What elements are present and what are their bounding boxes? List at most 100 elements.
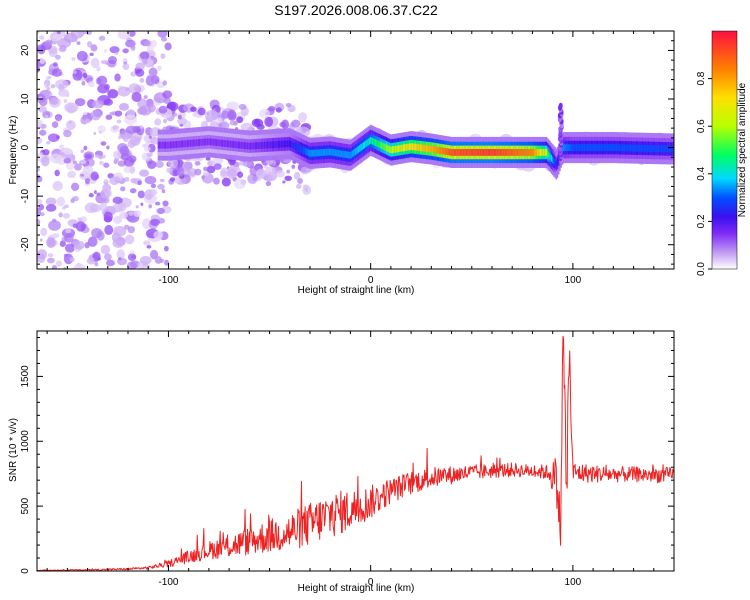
spectrogram-noise-cell — [164, 259, 170, 266]
spectrogram-noise-cell — [37, 137, 43, 145]
spectrogram-noise-cell — [255, 168, 267, 179]
spectrogram-band-cell — [215, 139, 218, 146]
spectrogram-noise-cell — [83, 145, 88, 151]
spectrogram-band-cell — [283, 140, 286, 148]
spectrogram-band-cell — [226, 140, 229, 148]
spectrogram-noise-cell — [56, 196, 66, 207]
spectrogram-noise-cell — [90, 171, 99, 181]
spectrogram-band-cell — [361, 143, 363, 151]
colorbar: 0.0 0.2 0.4 0.6 0.8 Normalized spectral ampl… — [696, 30, 748, 276]
spectrogram-band-cell — [529, 149, 531, 156]
spectrogram-noise-cell — [137, 180, 142, 186]
spectrogram-noise-cell — [133, 210, 142, 218]
spectrogram-noise-cell — [130, 250, 135, 254]
spectrogram-band-cell — [435, 146, 437, 154]
spectrogram-band-cell — [333, 149, 336, 157]
spectrogram-band-cell — [582, 144, 584, 151]
spectrogram-band-cell — [258, 142, 260, 149]
spectrogram-band-cell — [503, 149, 505, 156]
spectrogram-band-cell — [293, 142, 296, 150]
spectrogram-noise-cell — [124, 234, 135, 245]
spectrogram-noise-cell — [103, 211, 113, 223]
spectrogram-band-cell — [292, 141, 294, 149]
spectrogram-noise-cell — [172, 175, 181, 184]
spectrogram-band-cell — [594, 144, 596, 151]
spectrogram-noise-cell — [45, 204, 57, 212]
spectrogram-y-tick-label: 10 — [20, 93, 31, 105]
spectrogram-noise-cell — [166, 167, 173, 174]
spectrogram-band-cell — [453, 149, 456, 156]
spectrogram-band-cell — [257, 142, 259, 150]
spectrogram-band-cell — [294, 143, 297, 150]
spectrogram-noise-cell — [158, 105, 168, 114]
spectrogram-noise-cell — [213, 163, 222, 170]
spectrogram-band-cell — [588, 144, 590, 151]
spectrogram-band-cell — [615, 144, 617, 152]
spectrogram-noise-cell — [143, 95, 148, 99]
spectrogram-noise-cell — [238, 103, 247, 110]
spectrogram-band-cell — [396, 145, 399, 153]
spectrogram-band-cell — [629, 144, 632, 152]
spectrogram-noise-cell — [131, 91, 142, 103]
spectrogram-band-cell — [186, 140, 189, 147]
spectrogram-band-cell — [664, 145, 667, 153]
spectrogram-band-cell — [468, 149, 470, 156]
spectrogram-band-cell — [239, 141, 241, 149]
spectrogram-noise-cell — [135, 68, 145, 77]
spectrogram-noise-cell — [89, 52, 94, 57]
spectrogram-band-cell — [376, 139, 378, 147]
spectrogram-band-cell — [326, 148, 328, 156]
spectrogram-noise-cell — [203, 166, 208, 172]
spectrogram-noise-cell — [116, 119, 122, 124]
spectrogram-noise-cell — [75, 98, 82, 105]
spectrogram-band-cell — [492, 149, 495, 156]
spectrogram-noise-cell — [72, 223, 78, 229]
spectrogram-noise-cell — [128, 211, 134, 216]
spectrogram-band-cell — [260, 141, 263, 149]
spectrogram-band-cell — [274, 141, 276, 148]
spectrogram-band-cell — [253, 142, 255, 150]
spectrogram-band-cell — [526, 149, 528, 156]
spectrogram-noise-cell — [135, 62, 145, 71]
spectrogram-y-tick-label: 0 — [20, 144, 31, 150]
spectrogram-noise-cell — [76, 41, 81, 45]
spectrogram-noise-cell — [69, 257, 75, 263]
spectrogram-band-cell — [519, 149, 521, 156]
spectrogram-noise-cell — [290, 119, 301, 128]
spectrogram-band-cell — [661, 145, 663, 153]
spectrogram-band-cell — [342, 150, 344, 158]
spectrogram-band-cell — [479, 149, 481, 156]
spectrogram-band-cell — [657, 145, 660, 153]
spectrogram-band-cell — [336, 149, 338, 157]
spectrogram-band-cell — [564, 144, 566, 151]
spectrogram-band-cell — [277, 140, 280, 148]
spectrogram-band-cell — [228, 140, 230, 148]
spectrogram-band-cell — [185, 140, 188, 148]
spectrogram-noise-cell — [47, 253, 54, 258]
spectrogram-band-cell — [553, 157, 555, 165]
spectrogram-band-cell — [456, 149, 458, 156]
spectrogram-noise-cell — [52, 232, 60, 239]
spectrogram-noise-cell — [47, 133, 60, 143]
spectrogram-band-cell — [367, 138, 370, 146]
spectrogram-band-cell — [165, 141, 167, 149]
spectrogram-noise-cell — [37, 31, 40, 34]
spectrogram-noise-cell — [130, 45, 136, 52]
spectrogram-noise-cell — [275, 170, 285, 178]
spectrogram-band-cell — [306, 148, 309, 156]
spectrogram-band-cell — [340, 150, 343, 158]
spectrogram-noise-cell — [54, 169, 60, 177]
spectrogram-noise-cell — [275, 107, 282, 113]
spectrogram-band-cell — [518, 149, 520, 156]
spectrogram-band-cell — [431, 145, 434, 153]
spectrogram-band-cell — [595, 144, 598, 151]
spectrogram-noise-cell — [37, 105, 47, 113]
spectrogram-noise-cell — [83, 31, 88, 34]
snr-x-ticks: -100 0 100 — [46, 331, 675, 588]
spectrogram-band-cell — [310, 149, 313, 157]
spectrogram-noise-cell — [55, 260, 63, 267]
spectrogram-noise-cell — [204, 110, 219, 121]
spectrogram-noise-cell — [291, 164, 296, 169]
spectrogram-noise-cell — [77, 217, 82, 223]
